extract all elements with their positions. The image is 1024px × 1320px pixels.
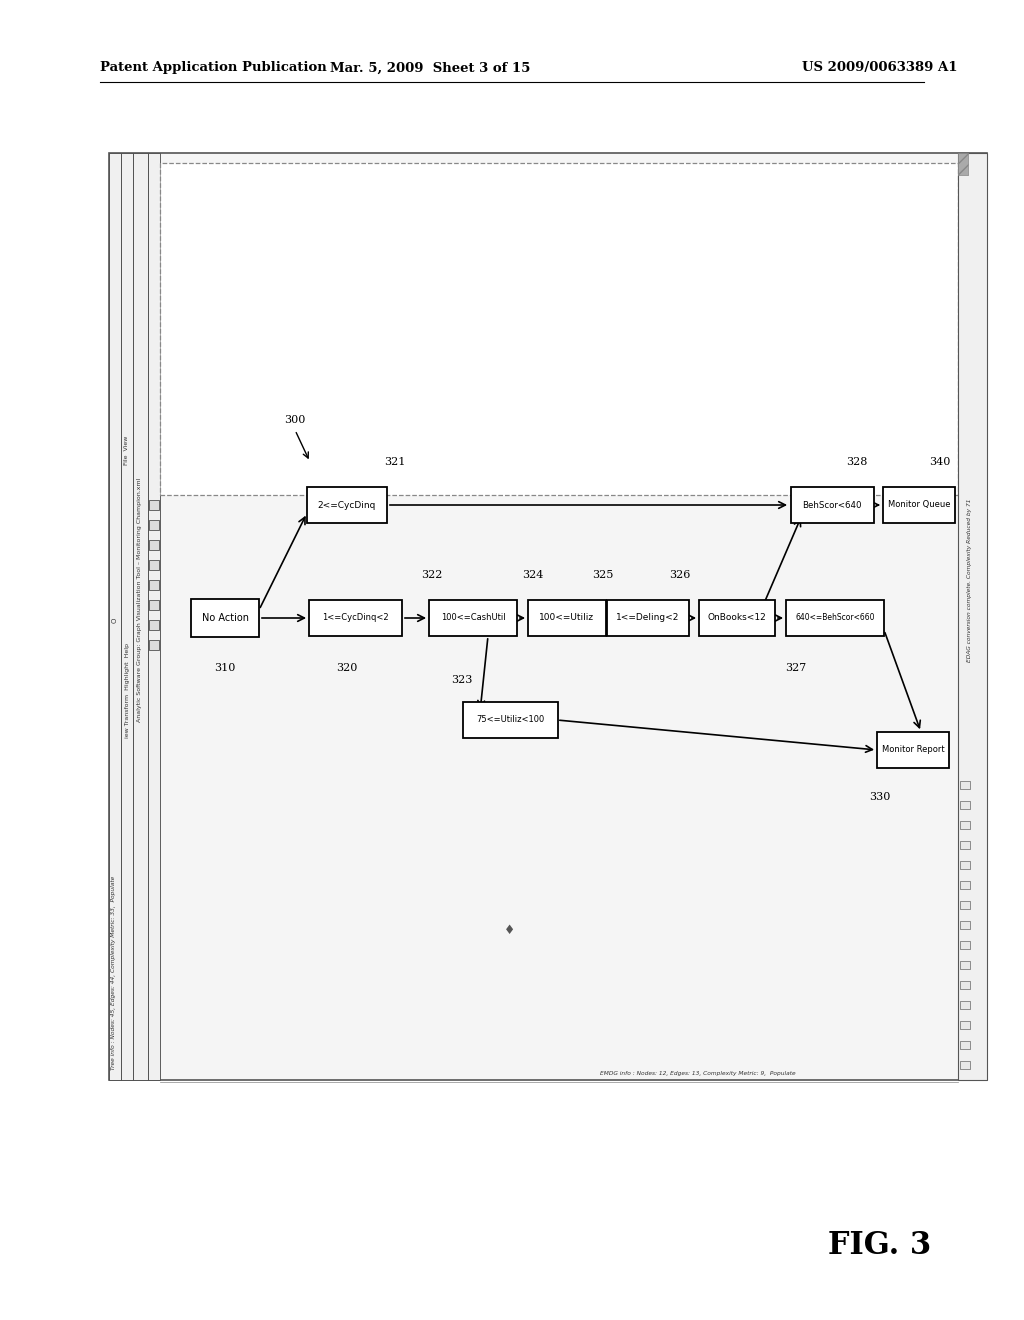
FancyBboxPatch shape <box>463 702 557 738</box>
Text: 340: 340 <box>930 457 950 467</box>
Text: 321: 321 <box>384 457 406 467</box>
Text: 330: 330 <box>869 792 891 803</box>
FancyBboxPatch shape <box>699 601 775 636</box>
Bar <box>961 961 970 969</box>
Bar <box>961 902 970 909</box>
Text: 100<=Utiliz: 100<=Utiliz <box>540 614 595 623</box>
Bar <box>961 1001 970 1008</box>
Text: FIG. 3: FIG. 3 <box>828 1229 932 1261</box>
Bar <box>961 941 970 949</box>
Text: 300: 300 <box>285 414 306 425</box>
FancyBboxPatch shape <box>883 487 955 523</box>
Bar <box>150 540 159 550</box>
FancyBboxPatch shape <box>528 601 606 636</box>
Bar <box>958 153 987 1080</box>
Text: 320: 320 <box>336 663 357 673</box>
Bar <box>150 560 159 570</box>
Bar <box>150 601 159 610</box>
FancyBboxPatch shape <box>607 601 689 636</box>
Bar <box>150 640 159 649</box>
Bar <box>121 153 133 1080</box>
Bar <box>961 781 970 789</box>
Text: EMDG info : Nodes: 12, Edges: 13, Complexity Metric: 9,  Populate: EMDG info : Nodes: 12, Edges: 13, Comple… <box>600 1071 796 1076</box>
Text: BehScor<640: BehScor<640 <box>802 500 862 510</box>
FancyBboxPatch shape <box>429 601 517 636</box>
FancyBboxPatch shape <box>786 601 884 636</box>
FancyBboxPatch shape <box>308 601 401 636</box>
FancyBboxPatch shape <box>307 487 387 523</box>
Bar <box>961 981 970 989</box>
Text: Mar. 5, 2009  Sheet 3 of 15: Mar. 5, 2009 Sheet 3 of 15 <box>330 62 530 74</box>
Text: O: O <box>112 618 118 623</box>
Text: 1<=Deling<2: 1<=Deling<2 <box>616 614 680 623</box>
Text: 310: 310 <box>214 663 236 673</box>
Bar <box>961 1020 970 1030</box>
Bar <box>150 579 159 590</box>
FancyBboxPatch shape <box>877 733 949 768</box>
Text: ♦: ♦ <box>505 924 516 936</box>
Bar <box>961 861 970 869</box>
Text: Analytic Software Group: Graph Visualization Tool – Monitoring Champion.xml: Analytic Software Group: Graph Visualiza… <box>137 478 142 722</box>
Bar <box>961 801 970 809</box>
Text: 2<=CycDinq: 2<=CycDinq <box>317 500 376 510</box>
Text: 327: 327 <box>785 663 807 673</box>
Text: Tree info : Nodes: 45, Edges: 44, Complexity Metric: 33,  Populate: Tree info : Nodes: 45, Edges: 44, Comple… <box>111 875 116 1071</box>
Text: OnBooks<12: OnBooks<12 <box>708 614 766 623</box>
Text: 326: 326 <box>670 570 690 579</box>
Bar <box>961 821 970 829</box>
Text: 328: 328 <box>846 457 867 467</box>
Text: iew Transform  Highlight  Help: iew Transform Highlight Help <box>125 643 129 738</box>
Bar <box>109 153 987 1080</box>
Bar <box>961 1041 970 1049</box>
Bar <box>150 620 159 630</box>
Bar <box>150 520 159 531</box>
Text: 100<=CashUtil: 100<=CashUtil <box>440 614 505 623</box>
Text: US 2009/0063389 A1: US 2009/0063389 A1 <box>802 62 957 74</box>
Bar <box>958 153 968 176</box>
Bar <box>148 153 160 1080</box>
Text: 75<=Utiliz<100: 75<=Utiliz<100 <box>476 715 544 725</box>
Bar <box>150 500 159 510</box>
Text: 324: 324 <box>522 570 544 579</box>
Text: Monitor Queue: Monitor Queue <box>888 500 950 510</box>
Bar <box>160 162 958 495</box>
Bar <box>961 841 970 849</box>
FancyBboxPatch shape <box>191 599 259 638</box>
Bar <box>961 921 970 929</box>
Text: 640<=BehScor<660: 640<=BehScor<660 <box>796 614 874 623</box>
Text: 323: 323 <box>452 675 473 685</box>
Bar <box>961 1061 970 1069</box>
Text: Patent Application Publication: Patent Application Publication <box>100 62 327 74</box>
Bar <box>961 880 970 888</box>
FancyBboxPatch shape <box>791 487 873 523</box>
Text: Monitor Report: Monitor Report <box>882 746 944 755</box>
Text: No Action: No Action <box>202 612 249 623</box>
Bar <box>109 153 121 1080</box>
Text: 1<=CycDinq<2: 1<=CycDinq<2 <box>322 614 388 623</box>
Bar <box>133 153 148 1080</box>
Text: 322: 322 <box>421 570 442 579</box>
Text: 325: 325 <box>592 570 613 579</box>
Text: EDAG conversion complete. Complexity Reduced by 71: EDAG conversion complete. Complexity Red… <box>968 498 973 661</box>
Text: File  View: File View <box>125 436 129 465</box>
